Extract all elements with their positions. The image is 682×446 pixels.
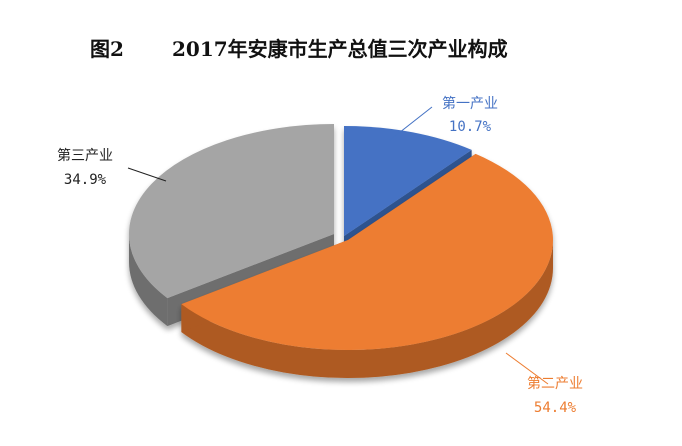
pie-slice-2 <box>181 153 553 378</box>
slice-label-3: 第三产业 <box>57 147 113 164</box>
figure-label: 图2 <box>90 37 124 61</box>
pie-slice-top-3 <box>128 124 334 299</box>
slice-value-label-3: 34.9% <box>64 172 107 188</box>
pie-slice-top-1 <box>344 126 472 236</box>
leader-line-1 <box>389 106 433 141</box>
pie-slice-top-2 <box>181 153 553 350</box>
slice-value-label-2: 54.4% <box>534 400 577 416</box>
slice-label-1: 第一产业 <box>442 95 498 112</box>
leader-line-2 <box>505 352 549 385</box>
pie-slice-side-3 <box>129 234 168 327</box>
chart-title: 2017年安康市生产总值三次产业构成 <box>172 37 508 61</box>
slice-label-2: 第二产业 <box>527 375 583 392</box>
pie-slice-side-2 <box>181 240 553 378</box>
leader-line-3 <box>127 167 167 182</box>
slice-value-label-1: 10.7% <box>449 119 492 135</box>
